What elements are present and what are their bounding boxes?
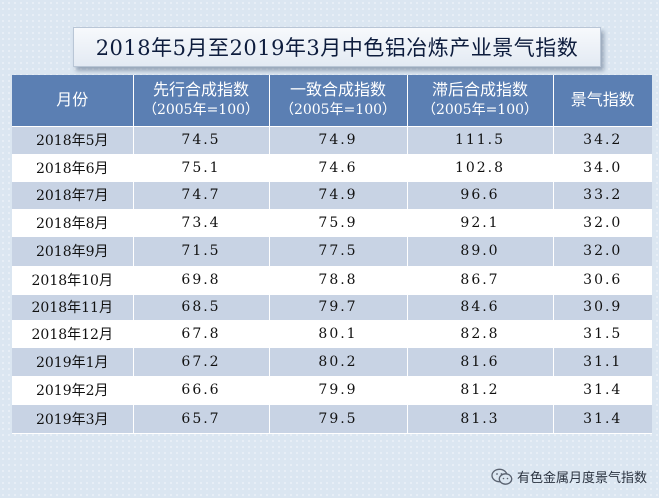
table-row: 2018年10月 69.8 78.8 86.7 30.6 bbox=[12, 266, 652, 294]
table-header-row: 月份 先行合成指数 （2005年=100） 一致合成指数 （2005年=100） 滞… bbox=[12, 75, 652, 127]
cell-lagging: 96.6 bbox=[407, 181, 554, 209]
wechat-icon bbox=[491, 468, 513, 485]
cell-lagging: 111.5 bbox=[407, 126, 554, 154]
cell-index: 31.4 bbox=[553, 376, 652, 404]
cell-leading: 75.1 bbox=[133, 154, 270, 181]
cell-coincident: 74.6 bbox=[269, 154, 408, 181]
cell-month: 2019年2月 bbox=[12, 376, 134, 404]
cell-coincident: 77.5 bbox=[269, 236, 408, 266]
cell-coincident: 80.2 bbox=[269, 347, 408, 376]
table-row: 2018年12月 67.8 80.1 82.8 31.5 bbox=[12, 320, 652, 347]
cell-leading: 67.2 bbox=[133, 347, 270, 376]
cell-index: 34.0 bbox=[553, 154, 652, 181]
cell-leading: 73.4 bbox=[133, 209, 270, 236]
cell-lagging: 81.6 bbox=[407, 347, 554, 376]
page-title: 2018年5月至2019年3月中色铝冶炼产业景气指数 bbox=[73, 27, 601, 67]
cell-index: 31.4 bbox=[553, 404, 652, 433]
table-row: 2018年5月 74.5 74.9 111.5 34.2 bbox=[12, 126, 652, 154]
cell-month: 2018年5月 bbox=[12, 126, 134, 154]
cell-lagging: 81.3 bbox=[407, 404, 554, 433]
cell-lagging: 82.8 bbox=[407, 320, 554, 347]
header-lagging: 滞后合成指数 （2005年=100） bbox=[407, 75, 554, 127]
cell-leading: 71.5 bbox=[133, 236, 270, 266]
cell-index: 32.0 bbox=[553, 209, 652, 236]
cell-lagging: 89.0 bbox=[407, 236, 554, 266]
cell-leading: 69.8 bbox=[133, 266, 270, 294]
cell-index: 32.0 bbox=[553, 236, 652, 266]
cell-lagging: 86.7 bbox=[407, 266, 554, 294]
cell-lagging: 102.8 bbox=[407, 154, 554, 181]
cell-index: 31.5 bbox=[553, 320, 652, 347]
cell-index: 30.9 bbox=[553, 294, 652, 320]
cell-leading: 74.7 bbox=[133, 181, 270, 209]
cell-coincident: 78.8 bbox=[269, 266, 408, 294]
cell-coincident: 80.1 bbox=[269, 320, 408, 347]
cell-coincident: 79.9 bbox=[269, 376, 408, 404]
cell-lagging: 84.6 bbox=[407, 294, 554, 320]
cell-index: 31.1 bbox=[553, 347, 652, 376]
header-index: 景气指数 bbox=[553, 75, 652, 127]
watermark-text: 有色金属月度景气指数 bbox=[516, 471, 647, 486]
table-row: 2019年1月 67.2 80.2 81.6 31.1 bbox=[12, 347, 652, 376]
header-month: 月份 bbox=[12, 75, 134, 127]
cell-leading: 66.6 bbox=[133, 376, 270, 404]
cell-index: 34.2 bbox=[553, 126, 652, 154]
header-coincident: 一致合成指数 （2005年=100） bbox=[269, 75, 408, 127]
table-row: 2018年9月 71.5 77.5 89.0 32.0 bbox=[12, 236, 652, 266]
cell-month: 2019年3月 bbox=[12, 404, 134, 433]
cell-index: 33.2 bbox=[553, 181, 652, 209]
cell-lagging: 81.2 bbox=[407, 376, 554, 404]
table-row: 2019年3月 65.7 79.5 81.3 31.4 bbox=[12, 404, 652, 433]
cell-coincident: 79.5 bbox=[269, 404, 408, 433]
cell-month: 2018年12月 bbox=[12, 320, 134, 347]
cell-leading: 67.8 bbox=[133, 320, 270, 347]
cell-month: 2018年7月 bbox=[12, 181, 134, 209]
cell-month: 2018年9月 bbox=[12, 236, 134, 266]
cell-leading: 74.5 bbox=[133, 126, 270, 154]
index-table: 月份 先行合成指数 （2005年=100） 一致合成指数 （2005年=100） 滞… bbox=[12, 75, 652, 434]
watermark: 有色金属月度景气指数 bbox=[491, 467, 647, 486]
cell-coincident: 74.9 bbox=[269, 181, 408, 209]
cell-month: 2018年10月 bbox=[12, 266, 134, 294]
cell-month: 2018年11月 bbox=[12, 294, 134, 320]
cell-index: 30.6 bbox=[553, 266, 652, 294]
cell-month: 2018年6月 bbox=[12, 154, 134, 181]
cell-coincident: 79.7 bbox=[269, 294, 408, 320]
table-row: 2018年7月 74.7 74.9 96.6 33.2 bbox=[12, 181, 652, 209]
cell-leading: 65.7 bbox=[133, 404, 270, 433]
cell-lagging: 92.1 bbox=[407, 209, 554, 236]
cell-coincident: 74.9 bbox=[269, 126, 408, 154]
header-leading: 先行合成指数 （2005年=100） bbox=[133, 75, 270, 127]
table-row: 2018年6月 75.1 74.6 102.8 34.0 bbox=[12, 154, 652, 181]
table-row: 2018年8月 73.4 75.9 92.1 32.0 bbox=[12, 209, 652, 236]
cell-month: 2018年8月 bbox=[12, 209, 134, 236]
cell-coincident: 75.9 bbox=[269, 209, 408, 236]
table-row: 2018年11月 68.5 79.7 84.6 30.9 bbox=[12, 294, 652, 320]
cell-leading: 68.5 bbox=[133, 294, 270, 320]
table-row: 2019年2月 66.6 79.9 81.2 31.4 bbox=[12, 376, 652, 404]
cell-month: 2019年1月 bbox=[12, 347, 134, 376]
